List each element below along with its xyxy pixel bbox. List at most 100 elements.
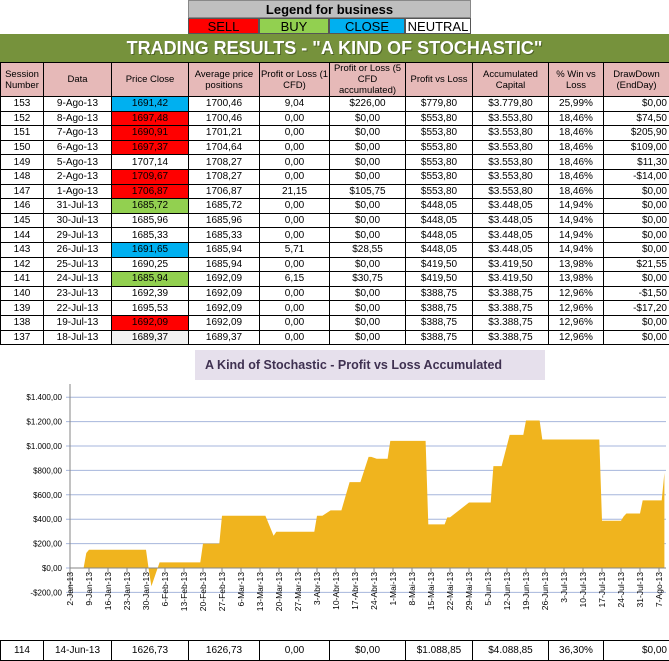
table-row: 147 1-Ago-13 1706,87 1706,87 21,15 $105,75 $55…: [0, 183, 669, 200]
table-cell: $3.388,75: [472, 300, 549, 316]
table-cell: $0,00: [329, 168, 406, 185]
table-cell: 12,96%: [548, 314, 604, 331]
table-cell: $30,75: [329, 271, 406, 287]
x-tick-label: 10-Abr-13: [331, 572, 341, 610]
table-cell: $0,00: [329, 125, 406, 141]
table-cell: 18,46%: [548, 125, 604, 141]
table-cell: 0,00: [259, 125, 330, 141]
table-cell: -$1,50: [603, 285, 669, 302]
table-cell: 18,46%: [548, 154, 604, 170]
table-cell: $448,05: [405, 212, 473, 229]
table-cell: 25,99%: [548, 96, 604, 112]
table-row: 139 22-Jul-13 1695,53 1692,09 0,00 $0,00 $388,…: [0, 300, 669, 316]
table-cell: $0,00: [329, 256, 406, 273]
table-cell: 145: [0, 212, 44, 229]
table-cell: $553,80: [405, 110, 473, 127]
y-tick-label: $1.000,00: [26, 442, 62, 451]
table-cell: 1707,14: [111, 154, 189, 170]
table-row: 146 31-Jul-13 1685,72 1685,72 0,00 $0,00 $448,…: [0, 198, 669, 214]
x-tick-label: 13-Mar-13: [255, 572, 265, 611]
table-cell: $3.448,05: [472, 212, 549, 229]
table-cell: $0,00: [329, 154, 406, 170]
table-cell: $0,00: [603, 96, 669, 112]
table-cell: $3.388,75: [472, 285, 549, 302]
table-cell: 0,00: [259, 329, 330, 346]
column-header: Profit vs Loss: [405, 62, 473, 97]
x-tick-label: 9-Jan-13: [84, 572, 94, 606]
table-cell: $448,05: [405, 241, 473, 258]
table-cell: $0,00: [329, 110, 406, 127]
table-cell: 152: [0, 110, 44, 127]
x-tick-label: 13-Feb-13: [179, 572, 189, 611]
column-header: Profit or Loss (5 CFD accumulated): [329, 62, 406, 97]
table-cell: 1691,65: [111, 241, 189, 258]
table-cell: $226,00: [329, 96, 406, 112]
x-tick-label: 2-Jan-13: [65, 572, 75, 606]
table-cell: 148: [0, 168, 44, 185]
table-cell: 0,00: [259, 110, 330, 127]
x-tick-label: 17-Jul-13: [597, 572, 607, 608]
table-cell: $0,00: [329, 139, 406, 156]
table-cell: 6-Ago-13: [43, 139, 112, 156]
y-tick-label: $1.200,00: [26, 418, 62, 427]
column-header: Average price positions: [188, 62, 260, 97]
table-cell: $3.448,05: [472, 241, 549, 258]
table-cell: 5-Ago-13: [43, 154, 112, 170]
table-cell: $74,50: [603, 110, 669, 127]
x-tick-label: 22-Mai-13: [445, 572, 455, 611]
table-cell: $21,55: [603, 256, 669, 273]
table-cell: $0,00: [329, 227, 406, 243]
table-cell: $0,00: [603, 212, 669, 229]
table-cell: $3.553,80: [472, 168, 549, 185]
table-cell: 0,00: [259, 168, 330, 185]
table-cell: 1695,53: [111, 300, 189, 316]
table-cell: 0,00: [259, 256, 330, 273]
table-cell: 1708,27: [188, 168, 260, 185]
table-cell: 13,98%: [548, 271, 604, 287]
table-cell: 143: [0, 241, 44, 258]
table-cell: 36,30%: [548, 640, 604, 661]
legend-buy: BUY: [259, 18, 329, 34]
x-tick-label: 5-Jun-13: [483, 572, 493, 606]
table-cell: 19-Jul-13: [43, 314, 112, 331]
table-cell: $3.553,80: [472, 125, 549, 141]
x-tick-label: 29-Mai-13: [464, 572, 474, 611]
table-cell: 139: [0, 300, 44, 316]
table-row: 137 18-Jul-13 1689,37 1689,37 0,00 $0,00 $388,…: [0, 329, 669, 346]
table-cell: 18,46%: [548, 183, 604, 200]
table-cell: 1697,48: [111, 110, 189, 127]
table-cell: 0,00: [259, 285, 330, 302]
table-cell: $553,80: [405, 125, 473, 141]
x-tick-label: 3-Abr-13: [312, 572, 322, 605]
table-cell: 144: [0, 227, 44, 243]
x-tick-label: 12-Jun-13: [502, 572, 512, 611]
x-tick-label: 23-Jan-13: [122, 572, 132, 611]
table-row: 142 25-Jul-13 1690,25 1685,94 0,00 $0,00 $419,…: [0, 256, 669, 273]
table-cell: 9,04: [259, 96, 330, 112]
table-cell: 25-Jul-13: [43, 256, 112, 273]
table-cell: 1685,33: [188, 227, 260, 243]
table-cell: 1701,21: [188, 125, 260, 141]
table-cell: 114: [0, 640, 44, 661]
table-cell: 137: [0, 329, 44, 346]
table-row: 140 23-Jul-13 1692,39 1692,09 0,00 $0,00 $388,…: [0, 285, 669, 302]
table-cell: $0,00: [603, 183, 669, 200]
table-cell: 140: [0, 285, 44, 302]
table-cell: 1692,09: [188, 314, 260, 331]
table-cell: $11,30: [603, 154, 669, 170]
table-cell: $205,90: [603, 125, 669, 141]
table-cell: 1697,37: [111, 139, 189, 156]
column-header: DrawDown (EndDay): [603, 62, 669, 97]
table-cell: $3.553,80: [472, 154, 549, 170]
table-row: 150 6-Ago-13 1697,37 1704,64 0,00 $0,00 $553,8…: [0, 139, 669, 156]
table-cell: 1626,73: [188, 640, 260, 661]
table-cell: 14,94%: [548, 212, 604, 229]
table-cell: $3.388,75: [472, 329, 549, 346]
x-tick-label: 8-Mai-13: [407, 572, 417, 606]
table-cell: 153: [0, 96, 44, 112]
table-cell: 22-Jul-13: [43, 300, 112, 316]
y-tick-label: $800,00: [33, 466, 62, 475]
table-cell: 1685,94: [111, 271, 189, 287]
chart-title: A Kind of Stochastic - Profit vs Loss Ac…: [195, 350, 545, 380]
table-cell: 18-Jul-13: [43, 329, 112, 346]
